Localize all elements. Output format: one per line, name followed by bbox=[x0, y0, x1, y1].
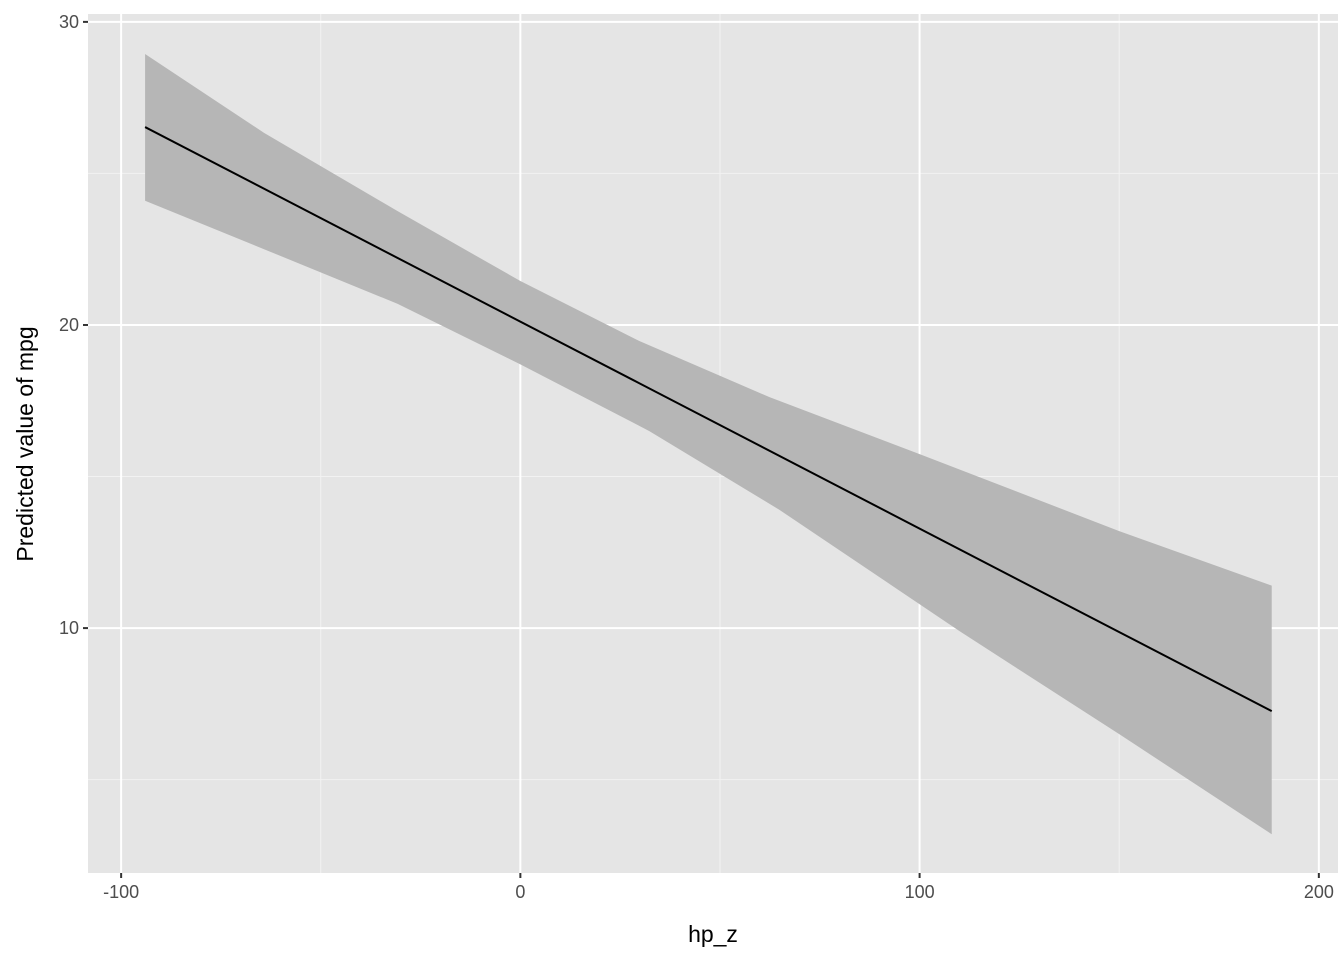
x-tick-label: 0 bbox=[515, 882, 525, 902]
y-tick-label: 10 bbox=[59, 618, 79, 638]
x-tick-label: -100 bbox=[103, 882, 139, 902]
y-axis-label: Predicted value of mpg bbox=[12, 326, 38, 561]
x-tick-label: 200 bbox=[1304, 882, 1334, 902]
y-axis-ticks: 10 20 30 bbox=[59, 12, 88, 638]
x-axis-label: hp_z bbox=[688, 921, 738, 947]
y-tick-label: 30 bbox=[59, 12, 79, 32]
confidence-ribbon bbox=[145, 54, 1272, 835]
prediction-line bbox=[144, 126, 1273, 713]
x-tick-label: 100 bbox=[905, 882, 935, 902]
prediction-lines bbox=[144, 126, 1273, 713]
ribbon-area bbox=[145, 54, 1272, 835]
y-tick-label: 20 bbox=[59, 315, 79, 335]
x-axis-ticks: -100 0 100 200 bbox=[103, 873, 1334, 902]
